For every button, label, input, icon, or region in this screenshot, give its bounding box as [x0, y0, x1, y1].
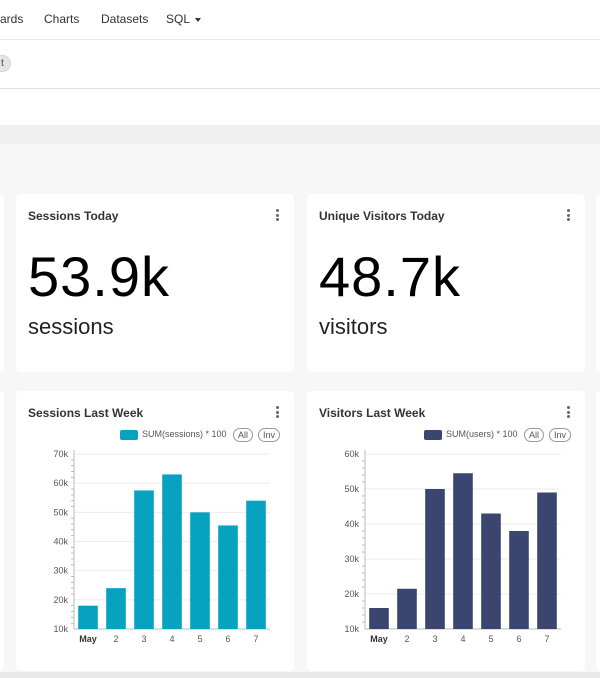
y-tick-label: 40k	[53, 537, 68, 547]
card-right-partial-lower	[596, 391, 600, 671]
bar	[246, 500, 266, 629]
x-tick-label: 5	[197, 634, 202, 644]
x-tick-label: 5	[488, 634, 493, 644]
x-tick-label: 7	[253, 634, 258, 644]
big-number-subheader: visitors	[319, 314, 388, 339]
nav-dashboards[interactable]: ards	[0, 12, 24, 26]
card-left-partial-lower	[0, 391, 4, 671]
card-title: Visitors Last Week	[319, 406, 426, 420]
more-options-icon[interactable]	[276, 406, 280, 418]
legend-invert-button[interactable]: Inv	[549, 428, 572, 442]
bar	[78, 605, 98, 629]
section-divider	[0, 125, 600, 144]
bar	[397, 588, 417, 629]
visitors-last-week-card: Visitors Last Week SUM(users) * 100 All …	[307, 391, 585, 671]
y-tick-label: 30k	[344, 554, 359, 564]
bar	[481, 513, 501, 629]
bar	[537, 492, 557, 629]
more-options-icon[interactable]	[567, 209, 571, 221]
nav-sql[interactable]: SQL	[166, 12, 202, 26]
nav-charts[interactable]: Charts	[44, 12, 80, 26]
card-left-partial	[0, 194, 4, 372]
y-tick-label: 20k	[344, 589, 359, 599]
bar	[453, 473, 473, 629]
y-tick-label: 50k	[53, 507, 68, 517]
x-tick-label: 7	[544, 634, 549, 644]
card-title: Sessions Last Week	[28, 406, 144, 420]
bar	[369, 608, 389, 629]
legend-swatch	[120, 430, 138, 440]
bottom-scroll-edge	[0, 672, 600, 678]
y-tick-label: 40k	[344, 519, 359, 529]
y-tick-label: 30k	[53, 566, 68, 576]
legend-label: SUM(users) * 100	[446, 429, 518, 439]
x-tick-label: May	[370, 634, 388, 644]
big-number-value: 48.7k	[319, 245, 461, 308]
nav-sql-label: SQL	[166, 12, 191, 26]
bar	[509, 531, 529, 629]
bar	[425, 489, 445, 629]
bar	[106, 588, 126, 629]
legend-invert-button[interactable]: Inv	[258, 428, 281, 442]
caret-down-icon	[195, 17, 202, 22]
nav-datasets[interactable]: Datasets	[101, 12, 149, 26]
x-tick-label: May	[79, 634, 97, 644]
visitors-bar-chart: 10k 20k 30k 40k 50k 60k May 2 3 4 5 6 7	[344, 449, 561, 644]
dashboard-header-area	[0, 89, 600, 125]
bar	[134, 490, 154, 629]
bar	[162, 474, 182, 629]
y-tick-label: 50k	[344, 484, 359, 494]
y-tick-label: 10k	[53, 624, 68, 634]
sessions-today-card: Sessions Today 53.9k sessions	[16, 194, 294, 372]
legend-all-button[interactable]: All	[524, 428, 545, 442]
x-tick-label: 3	[141, 634, 146, 644]
legend-label: SUM(sessions) * 100	[142, 429, 227, 439]
legend-all-button[interactable]: All	[233, 428, 254, 442]
x-tick-label: 6	[225, 634, 230, 644]
y-tick-label: 20k	[53, 595, 68, 605]
big-number-value: 53.9k	[28, 245, 170, 308]
y-tick-label: 60k	[344, 449, 359, 459]
big-number-subheader: sessions	[28, 314, 114, 339]
card-title: Unique Visitors Today	[319, 209, 445, 223]
sessions-last-week-card: Sessions Last Week SUM(sessions) * 100 A…	[16, 391, 294, 671]
x-tick-label: 4	[460, 634, 465, 644]
top-navbar: ards Charts Datasets SQL	[0, 0, 600, 40]
x-tick-label: 6	[516, 634, 521, 644]
sessions-bar-chart: 10k 20k 30k 40k 50k 60k 70k May 2 3 4 5 6 7	[53, 449, 270, 644]
card-title: Sessions Today	[28, 209, 119, 223]
x-tick-label: 4	[169, 634, 174, 644]
bar	[218, 525, 238, 629]
visitors-today-card: Unique Visitors Today 48.7k visitors	[307, 194, 585, 372]
y-tick-label: 10k	[344, 624, 359, 634]
x-tick-label: 3	[432, 634, 437, 644]
bar	[190, 512, 210, 629]
x-tick-label: 2	[113, 634, 118, 644]
more-options-icon[interactable]	[567, 406, 571, 418]
x-tick-label: 2	[404, 634, 409, 644]
filter-pill[interactable]: t	[0, 55, 11, 72]
more-options-icon[interactable]	[276, 209, 280, 221]
y-tick-label: 70k	[53, 449, 68, 459]
filter-bar: t	[0, 40, 600, 89]
legend-swatch	[424, 430, 442, 440]
y-tick-label: 60k	[53, 478, 68, 488]
card-right-partial	[596, 194, 600, 372]
